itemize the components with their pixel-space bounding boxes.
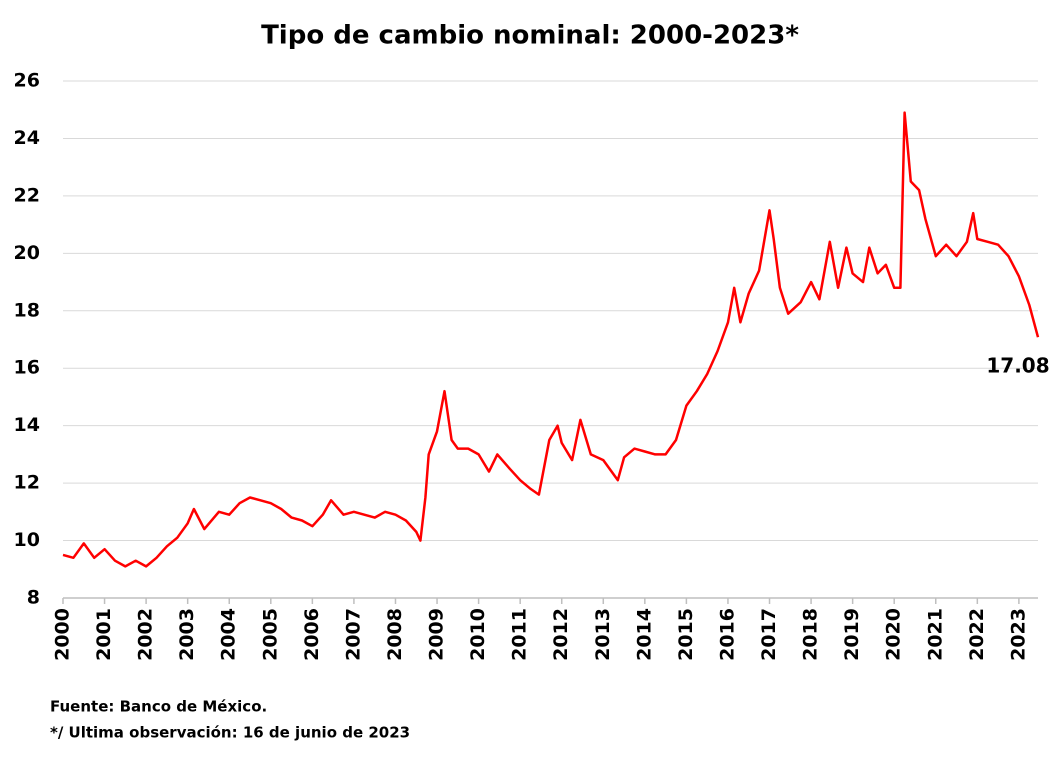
y-tick-label: 20 <box>14 242 40 264</box>
x-tick-label: 2000 <box>52 608 74 661</box>
y-tick-label: 12 <box>14 472 40 494</box>
x-tick-label: 2023 <box>1007 608 1029 661</box>
y-tick-label: 22 <box>14 184 40 206</box>
x-tick-label: 2017 <box>758 608 780 661</box>
y-tick-label: 8 <box>27 587 40 609</box>
y-tick-label: 10 <box>14 529 40 551</box>
x-tick-label: 2001 <box>93 608 115 661</box>
x-tick-label: 2020 <box>883 608 905 661</box>
data-label: 17.08 <box>986 354 1049 378</box>
x-tick-label: 2012 <box>550 608 572 661</box>
x-tick-label: 2013 <box>592 608 614 661</box>
data-line <box>62 111 1040 568</box>
x-tick-label: 2022 <box>966 608 988 661</box>
x-tick-label: 2008 <box>384 608 406 661</box>
y-tick-label: 18 <box>14 299 40 321</box>
chart-title: Tipo de cambio nominal: 2000-2023* <box>261 21 799 51</box>
y-tick-label: 14 <box>14 414 40 436</box>
x-tick-label: 2011 <box>509 608 531 661</box>
footnote: */ Ultima observación: 16 de junio de 20… <box>50 724 410 742</box>
x-tick-label: 2002 <box>135 608 157 661</box>
x-tick-label: 2004 <box>218 608 240 661</box>
x-tick-label: 2021 <box>924 608 946 661</box>
x-tick-label: 2019 <box>841 608 863 661</box>
x-tick-label: 2014 <box>633 608 655 661</box>
x-tick-label: 2005 <box>259 608 281 661</box>
y-tick-label: 24 <box>14 127 40 149</box>
x-tick-label: 2006 <box>301 608 323 661</box>
x-tick-label: 2010 <box>467 608 489 661</box>
footnote: Fuente: Banco de México. <box>50 698 267 716</box>
y-tick-label: 26 <box>14 70 40 92</box>
x-tick-label: 2015 <box>675 608 697 661</box>
x-tick-label: 2018 <box>800 608 822 661</box>
x-tick-label: 2007 <box>342 608 364 661</box>
x-tick-label: 2016 <box>716 608 738 661</box>
x-tick-label: 2003 <box>176 608 198 661</box>
x-tick-label: 2009 <box>426 608 448 661</box>
y-tick-label: 16 <box>14 357 40 379</box>
